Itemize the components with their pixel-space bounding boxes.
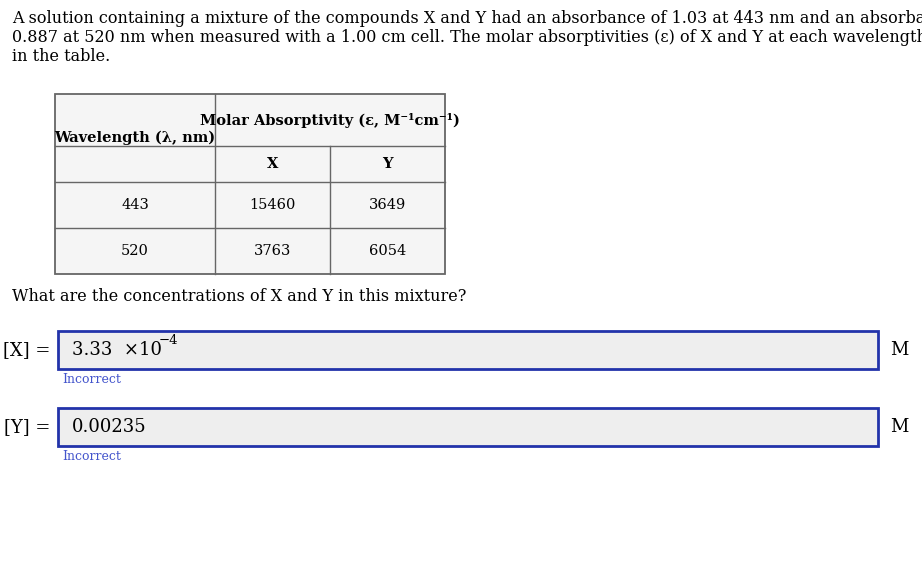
Text: M: M [890,418,908,436]
Text: 443: 443 [121,198,149,212]
Text: [X] =: [X] = [3,341,50,359]
Bar [55,94,445,274]
Bar [58,408,878,446]
Text: 3649: 3649 [369,198,406,212]
Text: X: X [266,157,278,171]
Text: Incorrect: Incorrect [62,373,121,386]
Text: [Y] =: [Y] = [4,418,50,436]
Text: Molar Absorptivity (ε, M⁻¹cm⁻¹): Molar Absorptivity (ε, M⁻¹cm⁻¹) [200,113,460,127]
Text: Incorrect: Incorrect [62,450,121,463]
Text: Y: Y [383,157,393,171]
Bar [58,331,878,369]
Text: 3.33  ×10: 3.33 ×10 [72,341,162,359]
Text: in the table.: in the table. [12,48,111,65]
Text: −4: −4 [159,335,179,347]
Text: 0.00235: 0.00235 [72,418,147,436]
Text: 6054: 6054 [369,244,406,258]
Text: 3763: 3763 [254,244,291,258]
Bar [55,94,445,274]
Text: What are the concentrations of X and Y in this mixture?: What are the concentrations of X and Y i… [12,288,467,305]
Text: M: M [890,341,908,359]
Text: 520: 520 [121,244,149,258]
Text: 15460: 15460 [249,198,296,212]
Text: A solution containing a mixture of the compounds X and Y had an absorbance of 1.: A solution containing a mixture of the c… [12,10,922,27]
Text: 0.887 at 520 nm when measured with a 1.00 cm cell. The molar absorptivities (ε) : 0.887 at 520 nm when measured with a 1.0… [12,29,922,46]
Text: Wavelength (λ, nm): Wavelength (λ, nm) [54,131,216,145]
